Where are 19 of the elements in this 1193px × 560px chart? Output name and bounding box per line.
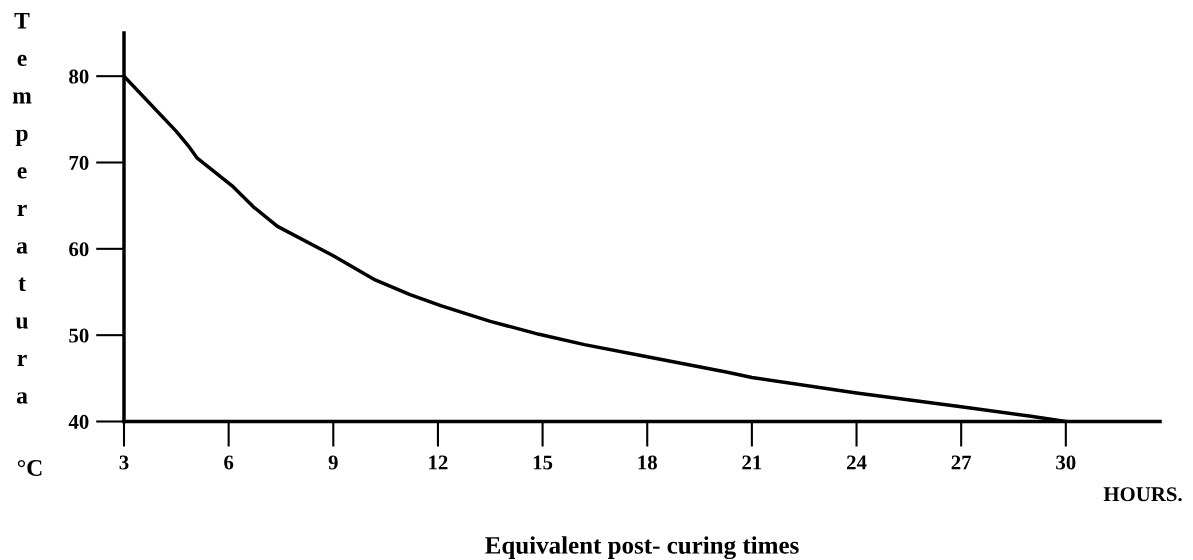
x-tick-label: 24: [846, 455, 867, 470]
text: °C: [17, 459, 42, 476]
x-tick-label: 12: [429, 455, 448, 470]
y-tick-label: 50: [69, 328, 89, 343]
x-tick-label: 6: [224, 455, 234, 470]
x-tick-label: 30: [1056, 455, 1076, 470]
y-tick-label: 80: [69, 69, 89, 84]
y-tick-label: 40: [68, 414, 89, 429]
x-tick-label: 9: [328, 455, 338, 470]
y-tick-label: 70: [69, 155, 89, 170]
y-tick-label: 60: [69, 242, 89, 257]
x-axis-title: Equivalent post- curing times: [485, 536, 799, 560]
text: Temperatura: [12, 12, 32, 404]
x-tick-label: 18: [638, 455, 657, 470]
text: HOURS.: [1103, 487, 1182, 502]
x-tick-label: 3: [119, 455, 129, 470]
x-tick-label: 15: [533, 455, 553, 470]
x-tick-label: 21: [742, 455, 762, 470]
x-tick-label: 27: [951, 455, 972, 470]
